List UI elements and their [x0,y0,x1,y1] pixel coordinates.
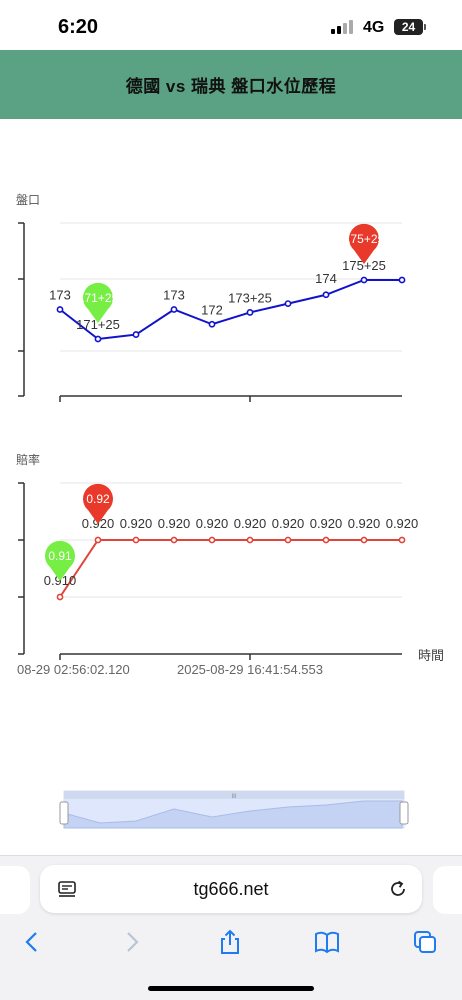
data-label: 173 [163,288,185,303]
status-time: 6:20 [58,16,99,38]
marker-shape [83,483,113,524]
share-icon[interactable] [216,928,244,956]
bookmarks-icon[interactable] [313,928,341,956]
chart2-plot: 0.9100.9200.9200.9200.9200.9200.9200.920… [44,483,419,601]
zoom-left-handle[interactable] [59,801,69,825]
data-point [208,320,216,328]
data-point [170,306,178,313]
data-point [398,276,406,284]
status-bar: 6:20 4G 24 [0,0,462,50]
marker-label: 175+25 [344,232,385,246]
marker-shape [349,223,379,264]
data-point [398,536,406,544]
url-text[interactable]: tg666.net [193,879,269,899]
zoom-bar-handle[interactable]: III [231,794,236,800]
signal-icon [331,20,357,34]
data-point [322,536,330,544]
browser-toolbar: tg666.net [0,855,462,1000]
data-point [360,536,368,544]
data-label: 0.920 [272,516,305,531]
page-title: 德國 vs 瑞典 盤口水位歷程 [125,77,337,96]
address-bar[interactable]: tg666.net [40,865,422,913]
data-label: 174 [315,271,337,286]
data-label: 171+25 [76,317,120,332]
chart1-plot: 173 171+25 173 172 173+25 174 175+25 171+25 175+… [49,223,406,343]
page-header: 德國 vs 瑞典 盤口水位歷程 [0,50,462,119]
data-label: 0.920 [386,516,419,531]
data-point [56,306,64,313]
marker-label: 171+25 [78,291,119,305]
reload-icon[interactable] [388,879,408,899]
data-label: 175+25 [342,258,386,273]
series-line [59,279,402,341]
chart2-x-tick-label: 2025-08-29 16:41:54.553 [177,662,323,677]
chart2-x-tick-label: 08-29 02:56:02.120 [17,662,130,677]
max-marker-pin: 175+25 [344,223,385,264]
marker-shape [45,540,75,581]
chart-area: 盤口 173 171+25 173 172 173+25 174 175+25 171+25 1… [0,119,462,859]
data-label: 0.920 [158,516,191,531]
data-label: 173 [49,288,71,303]
data-point [94,536,102,544]
zoom-preview-area [63,800,403,829]
zoom-slider[interactable]: III [59,790,409,829]
zoom-right-handle[interactable] [399,801,409,825]
chart1-ylabel: 盤口 [16,193,40,207]
data-point [246,536,254,544]
battery-tip [424,24,426,30]
charts-svg: 盤口 173171+25173172173+25174175+25171+251… [16,193,444,829]
browser-nav-row [0,922,462,962]
min-marker-pin: 171+25 [78,282,119,323]
data-label: 0.920 [310,516,343,531]
reader-mode-icon[interactable] [58,881,76,897]
data-label: 172 [201,302,223,317]
data-point [322,291,330,299]
data-point [94,335,102,343]
network-type: 4G [363,19,385,36]
back-icon[interactable] [18,928,46,956]
battery-icon: 24 [394,19,423,35]
data-point [132,331,140,338]
max-marker-pin: 0.92 [83,483,113,524]
min-marker-pin: 0.91 [45,540,75,581]
data-point [284,536,292,544]
data-point [132,536,140,544]
data-label: 0.920 [348,516,381,531]
chart2-xlabel: 時間 [418,648,444,663]
marker-label: 0.91 [48,549,72,563]
series-line [59,539,402,598]
data-label: 0.920 [120,516,153,531]
data-label: 0.920 [196,516,229,531]
data-point [284,300,292,307]
forward-icon[interactable] [118,928,146,956]
data-label: 0.920 [234,516,267,531]
marker-label: 0.92 [86,492,110,506]
home-indicator [148,986,314,991]
previous-tab-peek[interactable] [0,866,30,914]
data-point [360,276,368,284]
next-tab-peek[interactable] [433,866,462,914]
tabs-icon[interactable] [411,928,439,956]
data-point [208,536,216,544]
zoom-top-bar[interactable] [64,791,404,799]
chart2-ylabel: 賠率 [16,452,40,467]
data-point [170,536,178,544]
marker-shape [83,282,113,323]
data-point [56,593,64,601]
data-point [246,309,254,316]
data-label: 173+25 [228,290,272,305]
